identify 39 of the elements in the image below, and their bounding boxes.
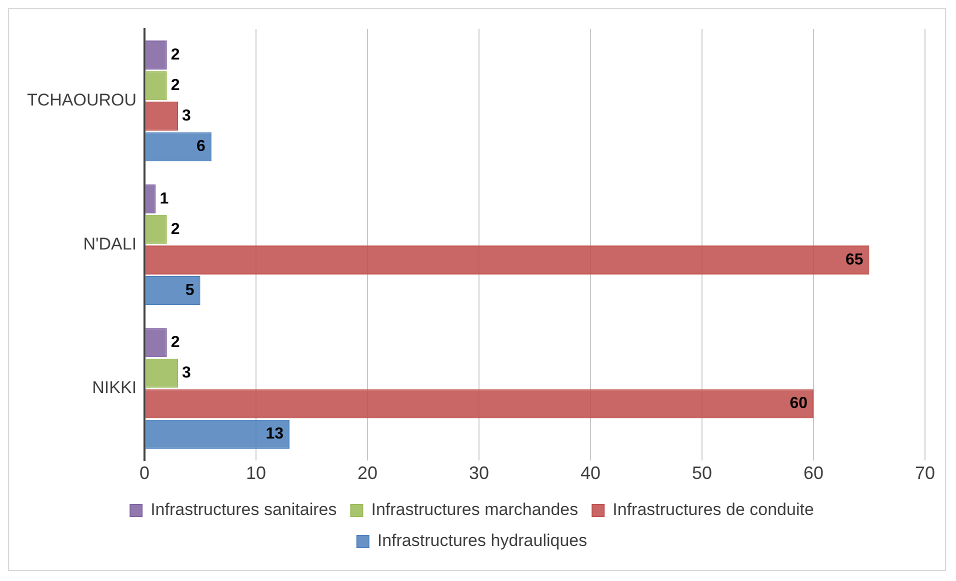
x-tick-label: 60 xyxy=(803,463,824,484)
data-label: 3 xyxy=(182,364,191,382)
bar xyxy=(145,71,167,100)
x-tick-label: 30 xyxy=(469,463,490,484)
bar xyxy=(145,328,167,358)
bar xyxy=(145,102,178,131)
data-label: 65 xyxy=(845,251,864,268)
x-tick-label: 70 xyxy=(914,463,936,484)
data-label: 2 xyxy=(170,46,180,64)
bar xyxy=(145,40,167,70)
data-label: 1 xyxy=(160,190,169,208)
bar xyxy=(145,420,290,449)
x-tick-label: 0 xyxy=(140,463,150,484)
bar xyxy=(145,245,870,274)
data-label: 60 xyxy=(790,395,808,412)
y-tick-label: NIKKI xyxy=(92,378,137,398)
bar xyxy=(145,358,178,388)
bar xyxy=(145,132,212,162)
x-tick-label: 40 xyxy=(580,463,601,484)
data-label: 3 xyxy=(182,108,191,125)
x-tick-label: 50 xyxy=(692,463,712,484)
data-label: 6 xyxy=(196,138,206,156)
bar xyxy=(145,214,167,244)
data-label: 13 xyxy=(266,426,284,443)
legend-label: Infrastructures sanitaires xyxy=(150,500,337,520)
y-tick-label: TCHAOUROU xyxy=(26,90,137,110)
y-tick-label: N'DALI xyxy=(83,234,137,254)
legend-label: Infrastructures marchandes xyxy=(371,500,578,520)
data-label: 2 xyxy=(170,334,180,352)
x-tick-label: 20 xyxy=(358,463,378,484)
data-label: 2 xyxy=(170,77,180,94)
legend-label: Infrastructures hydrauliques xyxy=(377,531,588,550)
bar xyxy=(145,276,200,306)
data-label: 2 xyxy=(170,220,180,238)
x-tick-label: 10 xyxy=(246,463,266,484)
legend-label: Infrastructures de conduite xyxy=(612,500,814,520)
bar xyxy=(145,184,156,214)
bar xyxy=(145,389,814,418)
data-label: 5 xyxy=(185,282,194,299)
